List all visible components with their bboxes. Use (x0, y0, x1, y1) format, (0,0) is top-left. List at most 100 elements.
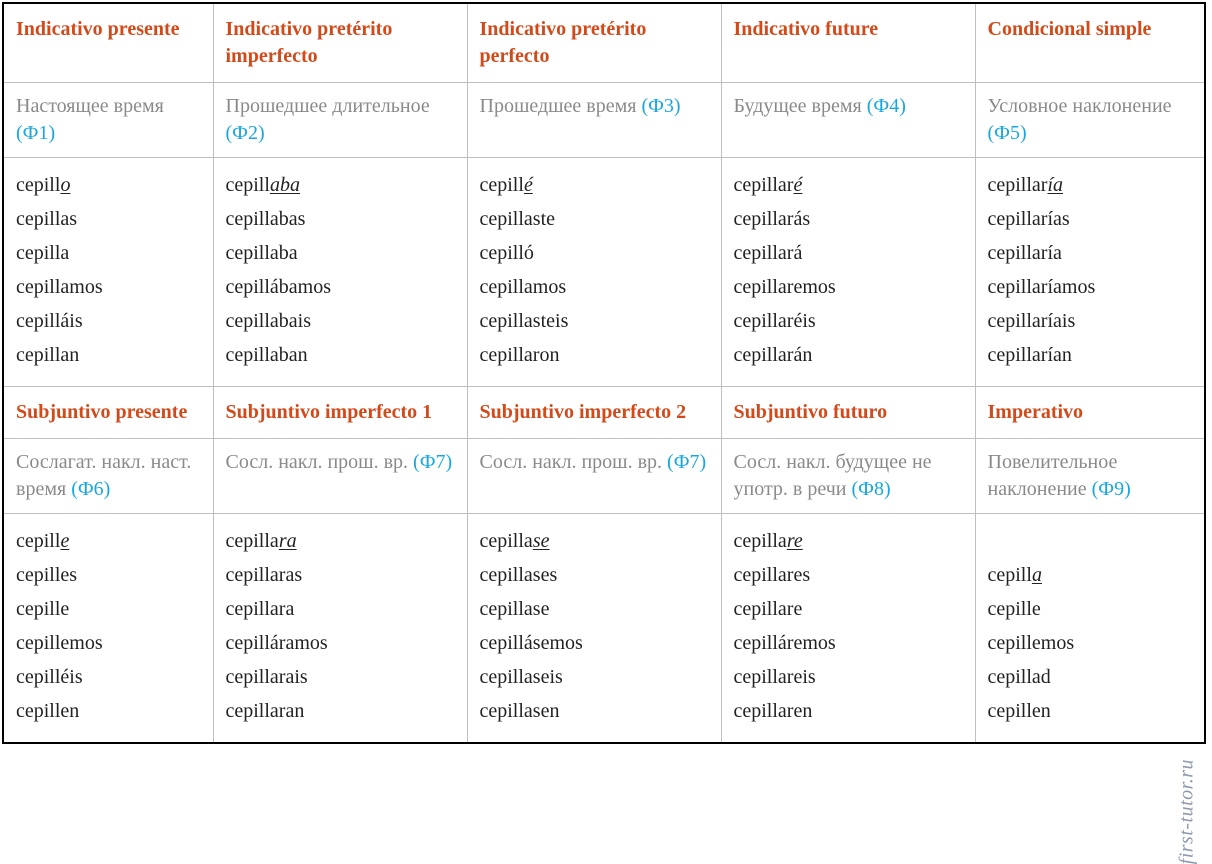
sub-tag: (Ф7) (413, 451, 452, 473)
verb-form: cepillaréis (734, 304, 963, 338)
col-subheader: Настоящее время (Ф1) (3, 83, 213, 158)
sub-text: Сосл. накл. будущее не употр. в речи (734, 451, 932, 500)
col-header: Indicativo presente (3, 3, 213, 83)
verb-form: cepillen (16, 694, 201, 728)
verb-form: cepillé (480, 168, 709, 202)
col-subheader: Сослагат. накл. наст. время (Ф6) (3, 439, 213, 514)
verb-form: cepillaré (734, 168, 963, 202)
verb-form: cepillamos (16, 270, 201, 304)
verb-form (988, 524, 1193, 558)
watermark: first-tutor.ru (1175, 759, 1198, 864)
verb-form: cepille (988, 592, 1193, 626)
col-subheader: Повелительное наклонение (Ф9) (975, 439, 1205, 514)
verb-form: cepilles (16, 558, 201, 592)
verb-form: cepille (16, 592, 201, 626)
sub-text: Сосл. накл. прош. вр. (480, 451, 668, 473)
verb-form: cepillase (480, 524, 709, 558)
verb-form: cepillará (734, 236, 963, 270)
verb-form: cepillaría (988, 168, 1193, 202)
col-subheader: Сосл. накл. прош. вр. (Ф7) (467, 439, 721, 514)
verb-form: cepilla (16, 236, 201, 270)
verb-form: cepillaría (988, 236, 1193, 270)
verb-form: cepillares (734, 558, 963, 592)
verb-form: cepillaren (734, 694, 963, 728)
verb-form: cepilla (988, 558, 1193, 592)
sub-tag: (Ф1) (16, 122, 55, 144)
col-subheader: Сосл. накл. будущее не употр. в речи (Ф8… (721, 439, 975, 514)
forms-row-2: cepillecepillescepillecepillemoscepilléi… (3, 514, 1205, 744)
col-header: Condicional simple (975, 3, 1205, 83)
verb-form: cepillarais (226, 660, 455, 694)
verb-form: cepillan (16, 338, 201, 372)
sub-text: Условное наклонение (988, 95, 1172, 117)
sub-text: Настоящее время (16, 95, 164, 117)
verb-form: cepillarán (734, 338, 963, 372)
subheader-row-1: Настоящее время (Ф1) Прошедшее длительно… (3, 83, 1205, 158)
verb-form: cepillabais (226, 304, 455, 338)
forms-cell: cepillaracepillarascepillaracepilláramos… (213, 514, 467, 744)
sub-text: Сосл. накл. прош. вр. (226, 451, 414, 473)
verb-form: cepillaseis (480, 660, 709, 694)
header-row-2: Subjuntivo presente Subjuntivo imperfect… (3, 387, 1205, 439)
verb-form: cepillare (734, 524, 963, 558)
conjugation-table: Indicativo presente Indicativo pretérito… (2, 2, 1206, 744)
verb-form: cepillaba (226, 236, 455, 270)
verb-form: cepillaba (226, 168, 455, 202)
sub-tag: (Ф9) (1092, 478, 1131, 500)
sub-text: Прошедшее длительное (226, 95, 430, 117)
col-header: Subjuntivo imperfecto 2 (467, 387, 721, 439)
verb-form: cepillarían (988, 338, 1193, 372)
verb-form: cepillare (734, 592, 963, 626)
verb-form: cepille (16, 524, 201, 558)
col-header: Subjuntivo imperfecto 1 (213, 387, 467, 439)
verb-form: cepilléis (16, 660, 201, 694)
verb-form: cepilló (480, 236, 709, 270)
forms-cell: cepillarecepillarescepillarecepilláremos… (721, 514, 975, 744)
verb-form: cepillaran (226, 694, 455, 728)
sub-text: Прошедшее время (480, 95, 642, 117)
verb-form: cepillamos (480, 270, 709, 304)
forms-cell: cepillarécepillaráscepillarácepillaremos… (721, 158, 975, 387)
verb-form: cepillemos (988, 626, 1193, 660)
forms-cell: cepillabacepillabascepillabacepillábamos… (213, 158, 467, 387)
verb-form: cepillaras (226, 558, 455, 592)
sub-tag: (Ф3) (641, 95, 680, 117)
sub-text: Будущее время (734, 95, 867, 117)
verb-form: cepillaban (226, 338, 455, 372)
verb-form: cepillasteis (480, 304, 709, 338)
verb-form: cepillaron (480, 338, 709, 372)
verb-form: cepilláramos (226, 626, 455, 660)
sub-tag: (Ф4) (867, 95, 906, 117)
verb-form: cepilláis (16, 304, 201, 338)
verb-form: cepillabas (226, 202, 455, 236)
col-header: Indicativo future (721, 3, 975, 83)
sub-tag: (Ф8) (852, 478, 891, 500)
verb-form: cepillaste (480, 202, 709, 236)
verb-form: cepillo (16, 168, 201, 202)
verb-form: cepillemos (16, 626, 201, 660)
col-header: Indicativo pretérito imperfecto (213, 3, 467, 83)
verb-form: cepillen (988, 694, 1193, 728)
verb-form: cepillases (480, 558, 709, 592)
col-header: Subjuntivo futuro (721, 387, 975, 439)
verb-form: cepillara (226, 592, 455, 626)
forms-cell: cepillaríacepillaríascepillaríacepillarí… (975, 158, 1205, 387)
verb-form: cepillásemos (480, 626, 709, 660)
verb-form: cepillasen (480, 694, 709, 728)
verb-form: cepillarías (988, 202, 1193, 236)
forms-cell: cepillasecepillasescepillasecepillásemos… (467, 514, 721, 744)
forms-cell: cepillacepillecepillemoscepilladcepillen (975, 514, 1205, 744)
col-subheader: Прошедшее длительное (Ф2) (213, 83, 467, 158)
sub-tag: (Ф2) (226, 122, 265, 144)
forms-cell: cepillécepillastecepillócepillamoscepill… (467, 158, 721, 387)
verb-form: cepillaremos (734, 270, 963, 304)
verb-form: cepillaríamos (988, 270, 1193, 304)
subheader-row-2: Сослагат. накл. наст. время (Ф6) Сосл. н… (3, 439, 1205, 514)
verb-form: cepillas (16, 202, 201, 236)
forms-cell: cepillocepillascepillacepillamoscepillái… (3, 158, 213, 387)
verb-form: cepilláremos (734, 626, 963, 660)
verb-form: cepillareis (734, 660, 963, 694)
verb-form: cepillase (480, 592, 709, 626)
col-header: Imperativo (975, 387, 1205, 439)
header-row-1: Indicativo presente Indicativo pretérito… (3, 3, 1205, 83)
